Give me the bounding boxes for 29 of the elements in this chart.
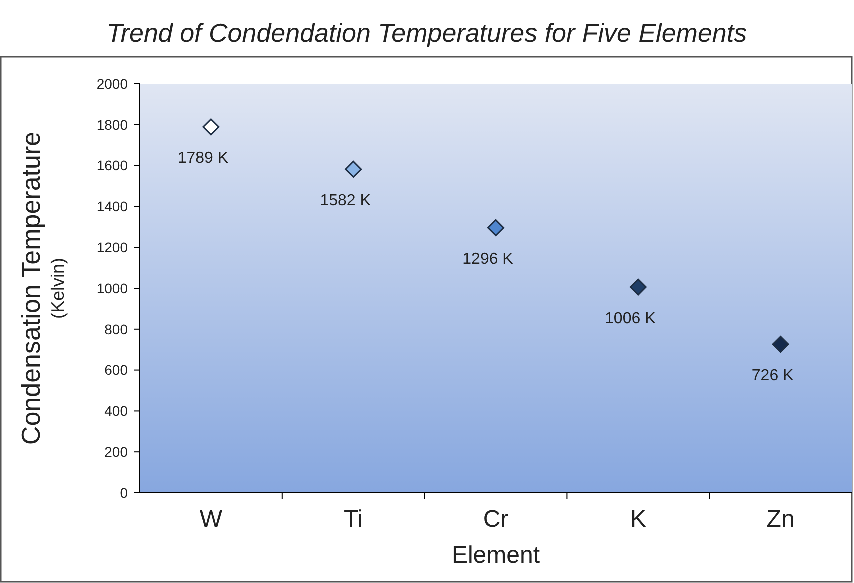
x-tick-label: Ti: [344, 506, 364, 533]
x-tick-label: K: [630, 506, 646, 533]
y-tick-label: 1200: [96, 240, 128, 256]
data-label: 1296 K: [462, 250, 514, 268]
data-label: 1582 K: [320, 192, 372, 210]
x-tick-label: Zn: [766, 506, 795, 533]
point: [488, 219, 504, 236]
y-tick-label: 2000: [96, 76, 128, 92]
chart-title: Trend of Condendation Temperatures for Five Elements: [106, 18, 748, 48]
point: [772, 336, 790, 354]
y-tick-label: 1000: [96, 280, 128, 296]
x-tick-label: W: [200, 506, 223, 533]
y-axis-title: Condensation Temperature (Kelvin): [16, 132, 68, 446]
y-tick-label: 1400: [96, 198, 128, 215]
x-axis-title: Element: [452, 542, 540, 569]
data-label: 1006 K: [605, 310, 656, 328]
data-label: 1789 K: [178, 150, 229, 168]
x-tick-label: Cr: [483, 506, 509, 533]
y-tick-label: 800: [104, 321, 128, 338]
y-tick-label: 1600: [96, 158, 128, 174]
point: [630, 278, 647, 296]
y-tick-label: 200: [104, 444, 128, 460]
point: [345, 160, 362, 178]
data-label: 726 K: [752, 368, 794, 385]
y-tick-label: 600: [104, 362, 128, 378]
y-tick-label: 400: [104, 403, 128, 420]
y-tick-label: 0: [120, 484, 128, 501]
point: [202, 118, 220, 136]
y-tick-label: 1800: [96, 116, 128, 133]
